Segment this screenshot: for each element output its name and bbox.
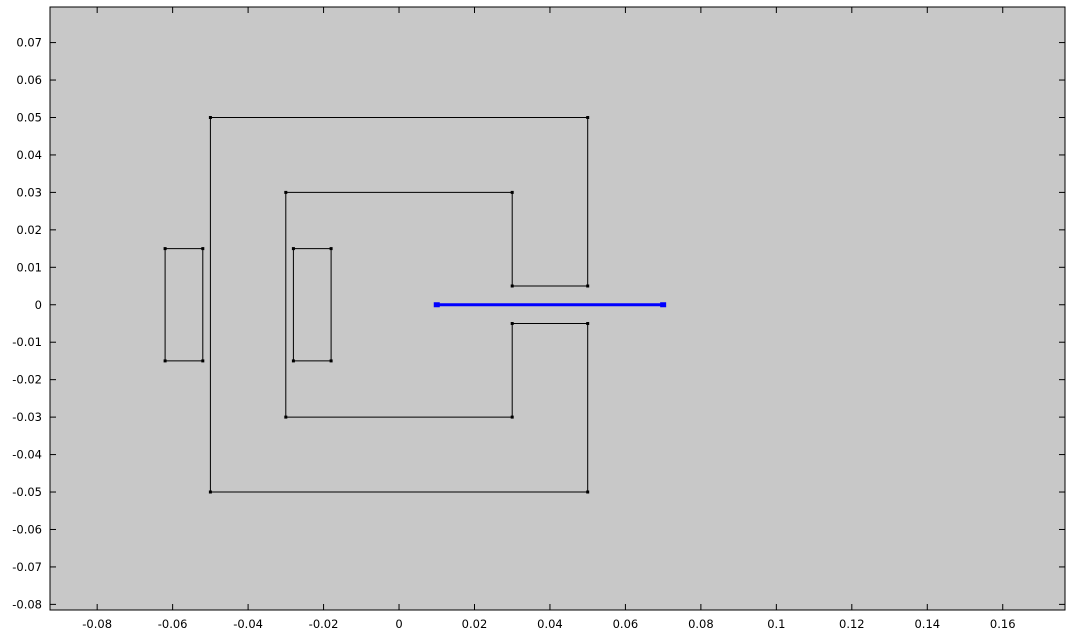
y-tick-label: -0.01 [12,335,42,349]
y-tick-label: 0.05 [16,110,42,124]
y-tick-label: 0 [35,298,42,312]
outer-core-outline-vertex-4[interactable] [510,284,514,288]
y-tick-label: 0.03 [16,185,42,199]
left-coil-rectangle-vertex-1[interactable] [163,247,167,251]
y-tick-label: -0.04 [12,448,42,462]
x-tick-label: 0.12 [839,617,865,631]
left-coil-rectangle-vertex-2[interactable] [201,247,205,251]
outer-core-outline-vertex-1[interactable] [208,116,212,119]
geometry-layer[interactable] [163,116,667,494]
selected-boundary-edge-endpoint-1[interactable] [433,302,440,308]
outer-core-outline-vertex-11[interactable] [586,490,590,494]
x-tick-label: -0.04 [233,617,263,631]
y-tick-label: -0.03 [12,410,42,424]
y-tick-label: -0.06 [12,522,42,536]
outer-core-outline-vertex-9[interactable] [510,322,514,325]
outer-core-outline-vertex-7[interactable] [284,415,288,419]
x-tick-label: 0.16 [990,617,1016,631]
outer-core-outline-vertex-8[interactable] [510,415,514,419]
left-coil-rectangle-vertex-3[interactable] [201,359,205,363]
left-coil-rectangle-vertex-4[interactable] [163,359,167,363]
outer-core-outline-vertex-6[interactable] [284,190,288,194]
x-tick-label: -0.02 [309,617,339,631]
y-tick-label: -0.08 [12,597,42,611]
axis-ticks: -0.08 -0.06 -0.04 -0.02 0 0.02 0.04 0.06 0.08 0.1… [12,7,1065,631]
inner-coil-rectangle-vertex-4[interactable] [291,359,295,363]
x-tick-label: 0.1 [767,617,785,631]
y-tick-label: 0.01 [16,260,42,274]
plot-canvas[interactable] [49,6,1066,611]
outer-core-outline-vertex-5[interactable] [510,190,514,194]
outer-core-outline-vertex-3[interactable] [586,284,590,288]
x-tick-label: 0 [395,617,402,631]
y-tick-label: -0.07 [12,560,42,574]
inner-coil-rectangle-vertex-1[interactable] [291,247,295,251]
outer-core-outline-vertex-12[interactable] [208,490,212,494]
inner-coil-rectangle-vertex-3[interactable] [329,359,333,363]
y-tick-label: -0.05 [12,485,42,499]
x-tick-label: -0.08 [82,617,112,631]
x-tick-label: -0.06 [158,617,188,631]
x-tick-label: 0.08 [688,617,714,631]
y-tick-label: 0.07 [16,36,42,50]
x-tick-label: 0.14 [914,617,940,631]
outer-core-outline-vertex-2[interactable] [586,116,590,119]
outer-core-outline-vertex-10[interactable] [586,322,590,325]
x-tick-label: 0.02 [462,617,488,631]
y-tick-label: 0.02 [16,223,42,237]
selected-boundary-edge-endpoint-2[interactable] [660,302,667,308]
inner-coil-rectangle-vertex-2[interactable] [329,247,333,251]
y-tick-label: -0.02 [12,373,42,387]
x-tick-label: 0.04 [537,617,563,631]
y-tick-label: 0.06 [16,73,42,87]
y-tick-label: 0.04 [16,148,42,162]
x-tick-label: 0.06 [613,617,639,631]
